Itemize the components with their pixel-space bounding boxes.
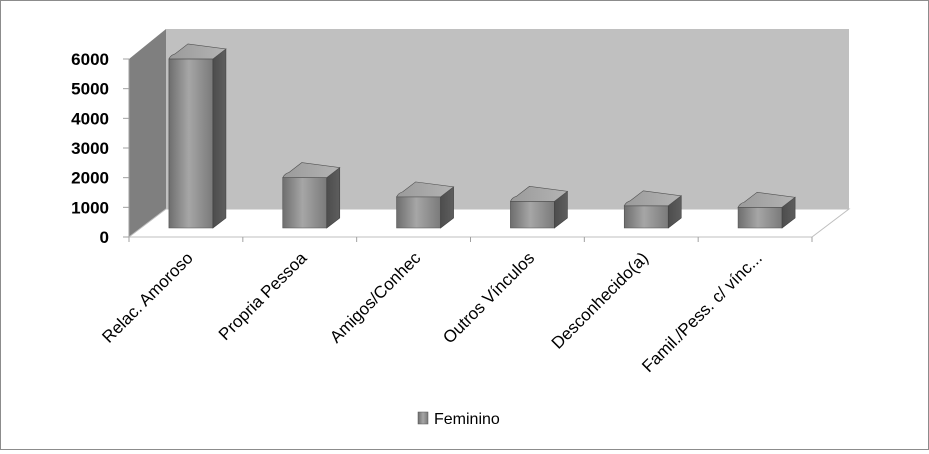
bar-top (396, 181, 455, 198)
side-wall (129, 29, 166, 237)
legend-label: Feminino (434, 411, 500, 428)
bar-top (623, 190, 683, 207)
y-tick-label: 3000 (71, 139, 109, 158)
bar-front (396, 196, 441, 229)
y-tick-label: 1000 (71, 198, 109, 217)
y-axis-ticks: 0 1000 2000 3000 4000 5000 6000 (71, 50, 129, 247)
bar-side (212, 48, 227, 229)
x-category-label: Desconhecido(a) (548, 248, 652, 352)
legend: Feminino (417, 411, 500, 428)
bars (168, 43, 796, 229)
x-category-label: Amigos/Conhec (326, 248, 425, 347)
bar-top (509, 186, 569, 202)
x-category-label: Famil./Pess. c/ vínc... (638, 248, 766, 376)
y-tick-label: 2000 (71, 169, 109, 188)
bar-top (737, 191, 796, 208)
bar (168, 43, 227, 229)
bar (737, 191, 796, 229)
bar-top (282, 162, 341, 178)
x-category-label: Relac. Amoroso (98, 248, 196, 346)
back-wall (166, 29, 849, 209)
x-category-label: Propria Pessoa (215, 248, 311, 344)
bar-front (168, 58, 214, 229)
floor-ticks (128, 237, 813, 242)
bar-front (623, 205, 669, 229)
bar (509, 186, 569, 229)
bar-front (282, 177, 328, 229)
y-tick-label: 4000 (71, 109, 109, 128)
y-tick-label: 0 (100, 228, 109, 247)
bar (623, 190, 683, 229)
y-tick-label: 5000 (71, 80, 109, 99)
bar-front (737, 206, 783, 229)
bar-front (510, 201, 555, 229)
y-tick-label: 6000 (71, 50, 109, 69)
bar (282, 162, 341, 229)
x-axis-labels: Relac. Amoroso Propria Pessoa Amigos/Conhe… (98, 248, 765, 376)
x-category-label: Outros Vínculos (439, 248, 538, 347)
bar (396, 181, 455, 229)
bar-top (168, 43, 227, 60)
legend-swatch (417, 411, 429, 425)
bar-side (326, 166, 341, 229)
